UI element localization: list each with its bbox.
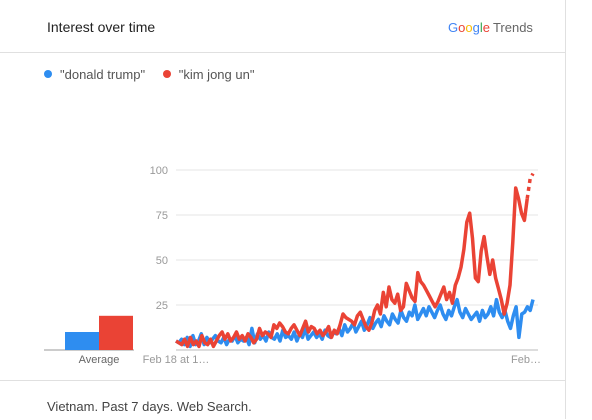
interest-over-time-card: Interest over time Google Trends "donald … <box>0 0 566 419</box>
average-bar <box>99 315 133 350</box>
average-label: Average <box>79 354 120 366</box>
card-footer: Vietnam. Past 7 days. Web Search. <box>0 380 565 420</box>
legend-dot-icon <box>162 70 171 78</box>
google-wordmark: Google <box>448 20 490 35</box>
legend-dot-icon <box>44 70 52 78</box>
average-bars: Average <box>44 315 134 366</box>
y-tick-label: 50 <box>156 255 168 267</box>
legend-item-kim-jong-un[interactable]: "kim jong un" <box>162 66 255 82</box>
x-axis-ticks: Feb 18 at 1… Feb… <box>143 354 541 366</box>
legend-label-kim-jong-un: "kim jong un" <box>178 66 255 82</box>
card-title: Interest over time <box>47 19 156 35</box>
average-bar <box>65 332 99 350</box>
card-header: Interest over time Google Trends <box>0 0 565 53</box>
series-lines <box>175 172 535 349</box>
y-tick-label: 75 <box>156 210 168 222</box>
footer-caption: Vietnam. Past 7 days. Web Search. <box>47 399 252 414</box>
chart-grid: 100 75 50 25 <box>150 165 538 351</box>
legend-item-donald-trump[interactable]: "donald trump" <box>44 67 145 82</box>
series-line <box>175 186 529 349</box>
legend-label-donald-trump: "donald trump" <box>60 66 146 82</box>
trends-wordmark: Trends <box>492 20 533 35</box>
chart-legend: "donald trump" "kim jong un" <box>44 66 268 82</box>
y-tick-label: 25 <box>156 300 168 312</box>
x-tick-label: Feb… <box>511 354 541 366</box>
interest-chart: 100 75 50 25 Average Feb 18 at 1… Feb… <box>44 165 541 366</box>
x-tick-label: Feb 18 at 1… <box>143 354 210 366</box>
y-tick-label: 100 <box>150 165 168 177</box>
series-line-partial <box>525 172 535 200</box>
google-trends-logo[interactable]: Google Trends <box>448 20 533 35</box>
